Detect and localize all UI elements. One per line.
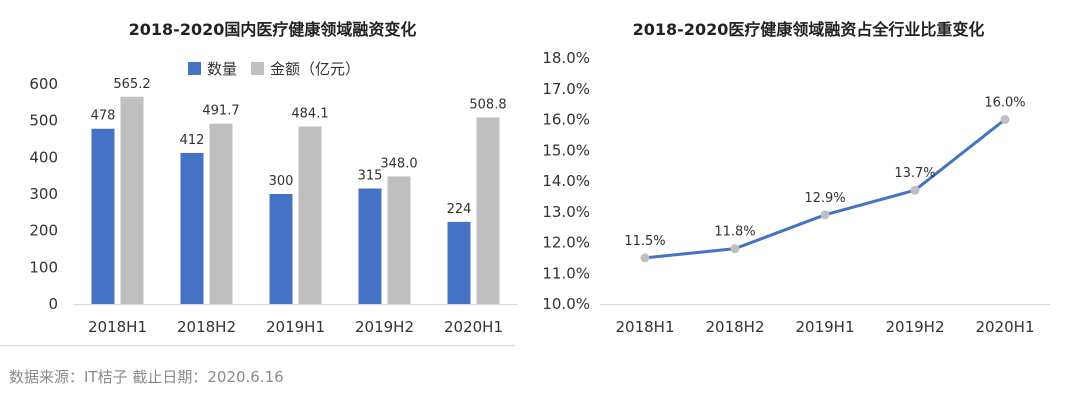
legend-label-amount: 金额（亿元） <box>270 60 361 78</box>
bar-amount-label: 348.0 <box>380 156 417 171</box>
x-tick-label: 2018H1 <box>88 318 147 336</box>
x-tick-label: 2019H1 <box>266 318 325 336</box>
y-tick-label: 200 <box>29 222 58 240</box>
bar-count <box>358 188 382 304</box>
bar-count-label: 478 <box>91 109 116 124</box>
line-point <box>910 185 920 195</box>
y-tick-label: 15.0% <box>542 141 590 159</box>
x-tick-label: 2020H1 <box>444 318 503 336</box>
bar-amount <box>209 123 233 305</box>
legend-item-count: 数量 <box>188 58 237 79</box>
bar-count-label: 412 <box>180 133 205 148</box>
legend-swatch-amount <box>251 62 265 75</box>
x-tick-label: 2018H1 <box>616 318 675 336</box>
bar-amount-label: 565.2 <box>113 77 150 92</box>
bar-count <box>269 194 293 304</box>
y-tick-label: 18.0% <box>542 49 590 67</box>
bar-count-label: 300 <box>269 174 294 189</box>
y-tick-label: 12.0% <box>542 234 590 252</box>
funding-bar-chart: 2018-2020国内医疗健康领域融资变化 数量 金额（亿元） 0 100 200 3… <box>0 0 540 345</box>
line-chart-plot: 10.0% 11.0% 12.0% 13.0% 14.0% 15.0% 16.0% 17.0%… <box>542 49 1050 336</box>
x-tick-label: 2019H2 <box>355 318 414 336</box>
line-chart-title: 2018-2020医疗健康领域融资占全行业比重变化 <box>632 20 985 39</box>
y-tick-label: 11.0% <box>542 264 590 282</box>
footer-divider <box>0 345 515 346</box>
bar-chart-legend: 数量 金额（亿元） <box>188 58 374 79</box>
line-point-label: 12.9% <box>804 191 845 206</box>
data-source-note: 数据来源：IT桔子 截止日期：2020.6.16 <box>9 368 284 386</box>
y-tick-label: 14.0% <box>542 172 590 190</box>
line-point <box>1000 115 1010 124</box>
y-tick-label: 0 <box>48 295 58 313</box>
line-point <box>640 253 650 263</box>
bar-count <box>91 128 115 304</box>
y-tick-label: 600 <box>29 75 58 93</box>
bar-count <box>447 221 471 304</box>
x-tick-label: 2019H2 <box>886 318 945 336</box>
x-tick-label: 2020H1 <box>976 318 1035 336</box>
bar-chart-plot: 0 100 200 300 400 500 600 2018H1 478 565.2 2018H2 4… <box>29 75 518 336</box>
bar-amount-label: 508.8 <box>469 97 506 112</box>
line-point-label: 13.7% <box>894 166 935 181</box>
bar-count-label: 224 <box>447 202 472 217</box>
x-tick-label: 2019H1 <box>796 318 855 336</box>
share-line-series <box>644 118 1006 260</box>
bar-count <box>180 152 204 304</box>
legend-swatch-count <box>188 62 201 75</box>
bar-amount <box>387 176 411 304</box>
y-tick-label: 13.0% <box>542 203 590 221</box>
y-tick-label: 100 <box>29 258 58 276</box>
bar-amount <box>476 117 500 304</box>
y-tick-label: 10.0% <box>542 295 590 313</box>
bar-amount-label: 484.1 <box>291 106 328 121</box>
bar-count-label: 315 <box>358 169 383 184</box>
y-tick-label: 17.0% <box>542 80 590 98</box>
y-tick-label: 400 <box>29 148 58 166</box>
x-tick-label: 2018H2 <box>706 318 765 336</box>
line-point-label: 11.5% <box>624 234 665 249</box>
line-point <box>730 244 740 254</box>
legend-label-count: 数量 <box>207 60 238 78</box>
bar-amount <box>298 126 322 304</box>
line-point-label: 16.0% <box>984 96 1025 111</box>
bar-chart-title: 2018-2020国内医疗健康领域融资变化 <box>128 20 417 39</box>
legend-item-amount: 金额（亿元） <box>251 58 360 79</box>
line-point-label: 11.8% <box>714 225 755 240</box>
bar-amount-label: 491.7 <box>202 104 239 119</box>
line-point <box>820 210 830 220</box>
y-tick-label: 300 <box>29 185 58 203</box>
y-tick-label: 500 <box>29 112 58 130</box>
x-tick-label: 2018H2 <box>177 318 236 336</box>
bar-amount <box>120 96 144 304</box>
y-tick-label: 16.0% <box>542 111 590 129</box>
share-line-chart: 2018-2020医疗健康领域融资占全行业比重变化 10.0% 11.0% 12.0… <box>540 0 1077 345</box>
